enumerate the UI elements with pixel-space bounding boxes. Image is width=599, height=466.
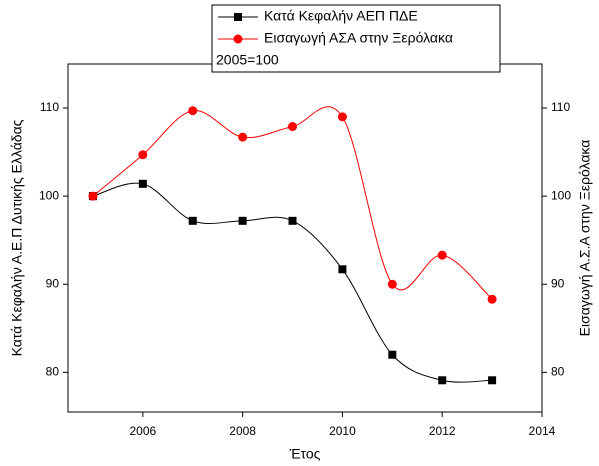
y2-tick-label: 90 [551,276,565,290]
legend-box [211,4,501,73]
marker [488,376,497,385]
series-line [92,106,493,300]
marker [238,216,247,225]
x-tick-label: 2012 [429,424,456,438]
marker [438,376,447,385]
x-tick-label: 2010 [329,424,356,438]
series-line [92,182,493,383]
plot-frame [67,63,543,413]
marker [387,279,397,289]
x-tick-label: 2006 [129,424,156,438]
y2-tick-label: 100 [551,188,571,202]
marker [487,294,497,304]
y2-axis-label: Εισαγωγή Α.Σ.Α στην Ξερόλακα [577,140,593,337]
legend-marker [234,13,242,21]
marker [288,122,298,132]
marker [138,150,148,160]
annotation: 2005=100 [216,52,279,68]
marker [288,216,297,225]
y-axis-label: Κατά Κεφαλήν Α.Ε.Π Δυτικής Ελλάδας [9,119,25,356]
x-tick-label: 2008 [229,424,256,438]
legend-label: Κατά Κεφαλήν ΑΕΠ ΠΔΕ [264,8,418,24]
y-tick-label: 100 [39,188,59,202]
x-axis-label: Έτος [289,446,321,462]
y2-tick-label: 80 [551,365,565,379]
y-tick-label: 110 [40,100,59,114]
y-tick-label: 80 [46,365,60,379]
marker [337,112,347,122]
y2-tick-label: 110 [551,100,570,114]
marker [88,191,98,201]
legend-label: Εισαγωγή ΑΣΑ στην Ξερόλακα [264,30,453,46]
marker [238,132,248,142]
marker [437,250,447,260]
marker [188,216,197,225]
y-tick-label: 90 [46,276,60,290]
marker [338,265,347,274]
x-tick-label: 2014 [529,424,556,438]
legend-marker [233,34,243,44]
marker [188,106,198,116]
marker [388,350,397,359]
marker [138,179,147,188]
